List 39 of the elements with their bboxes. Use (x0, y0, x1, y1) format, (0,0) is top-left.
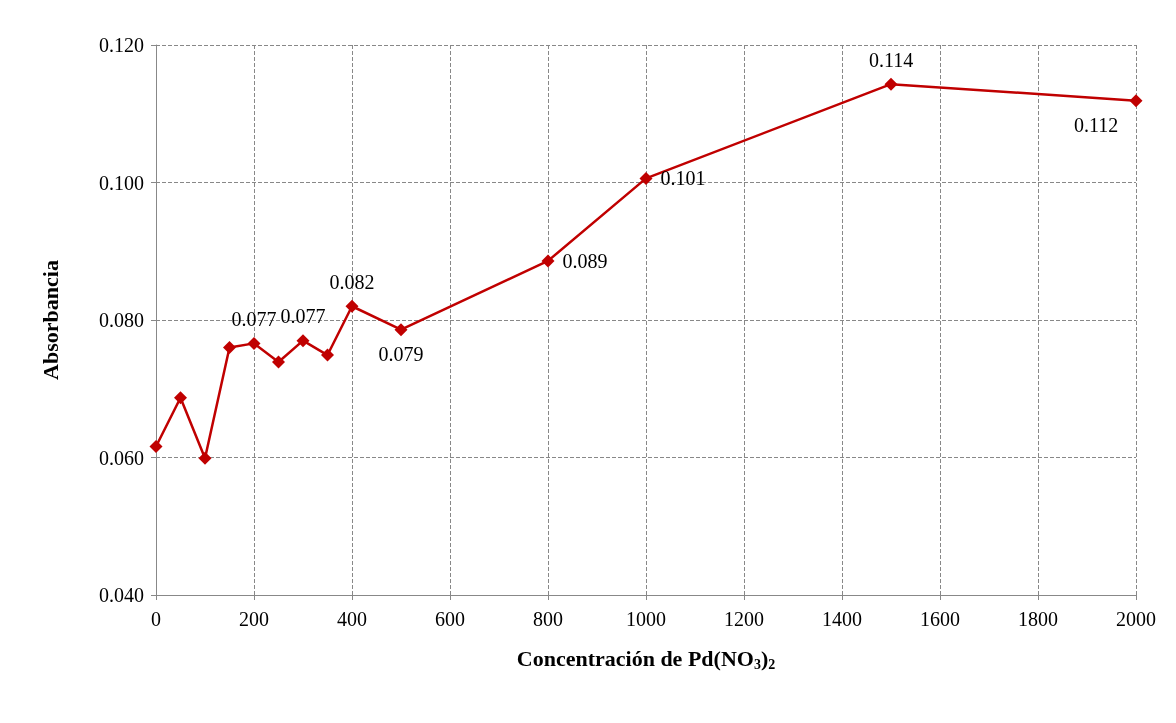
data-label: 0.114 (868, 48, 914, 71)
x-tick-label: 1800 (1018, 608, 1058, 630)
point (321, 348, 334, 362)
x-tick-label: 1400 (822, 608, 862, 630)
data-label: 0.077 (280, 305, 326, 328)
data-label: 0.079 (378, 343, 424, 366)
x-tick-label: 200 (239, 608, 269, 630)
point (1129, 94, 1143, 108)
x-tick-label: 1600 (920, 608, 960, 630)
point (174, 391, 187, 405)
data-label: 0.089 (562, 249, 608, 272)
point (884, 77, 898, 91)
point (149, 440, 163, 453)
x-tick-label: 1200 (724, 608, 764, 630)
y-tick-label: 0.040 (99, 584, 144, 606)
data-label: 0.101 (660, 167, 706, 190)
y-tick-label: 0.100 (99, 171, 144, 194)
y-tick-label: 0.080 (99, 309, 144, 331)
point (345, 299, 359, 313)
point (247, 336, 261, 350)
point (541, 254, 555, 268)
point (639, 171, 653, 185)
point (272, 355, 285, 369)
data-label: 0.082 (329, 270, 375, 293)
x-tick-label: 2000 (1116, 608, 1156, 630)
point (394, 323, 408, 337)
x-tick-label: 600 (435, 608, 465, 630)
point (223, 341, 236, 354)
x-tick-label: 800 (533, 608, 563, 630)
x-tick-label: 0 (151, 608, 161, 630)
y-axis-title: Absorbancia (37, 260, 63, 380)
point (198, 451, 212, 465)
y-tick-label: 0.120 (99, 34, 144, 56)
x-tick-label: 400 (337, 608, 367, 630)
x-tick-label: 1000 (626, 608, 666, 630)
data-label: 0.077 (231, 307, 277, 330)
y-tick-label: 0.060 (99, 446, 144, 469)
data-label: 0.112 (1073, 114, 1119, 137)
point (296, 334, 310, 348)
